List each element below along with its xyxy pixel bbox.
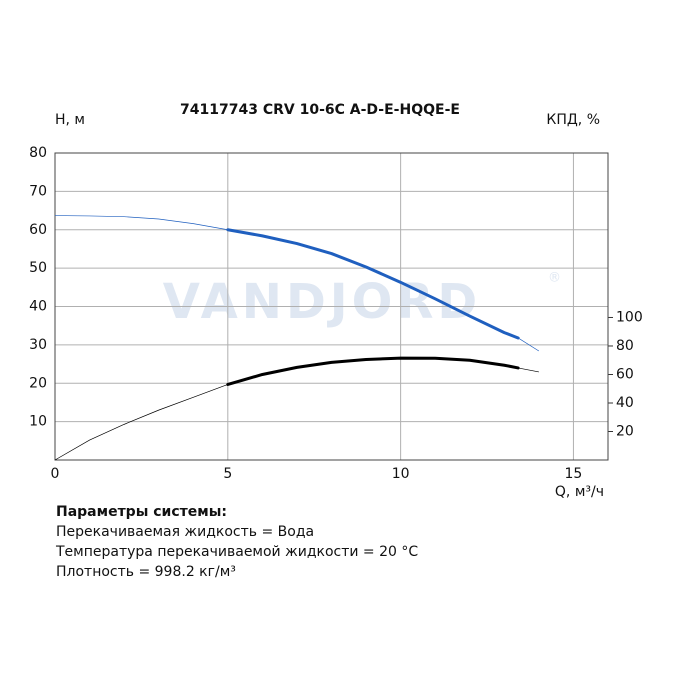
y2-axis-label: КПД, % [546, 112, 600, 128]
watermark: VANDJORD [163, 274, 482, 330]
plot-frame [54, 152, 609, 461]
y-tick-label: 10 [29, 414, 47, 430]
y2-tick-label: 100 [616, 309, 643, 325]
y2-tick-label: 20 [616, 423, 634, 439]
y-axis-label: H, м [55, 112, 85, 128]
y-tick-label: 60 [29, 222, 47, 238]
y2-tick-label: 60 [616, 366, 634, 382]
duty-curve [226, 356, 520, 386]
y-tick-label: 30 [29, 337, 47, 353]
y2-tick-label: 40 [616, 395, 634, 411]
params-line: Перекачиваемая жидкость = Вода [56, 524, 315, 540]
x-axis-label: Q, м³/ч [555, 484, 604, 500]
x-tick-label: 5 [223, 466, 232, 482]
x-tick-label: 15 [565, 466, 583, 482]
y-tick-label: 80 [29, 145, 47, 161]
chart: 74117743 CRV 10-6C A-D-E-HQQE-E H, м КПД… [29, 102, 643, 500]
duty-curve [226, 228, 520, 340]
params-line: Температура перекачиваемой жидкости = 20… [56, 544, 419, 560]
watermark-mark: ® [548, 271, 561, 286]
curve [54, 357, 539, 461]
chart-title: 74117743 CRV 10-6C A-D-E-HQQE-E [180, 102, 460, 118]
params-line: Плотность = 998.2 кг/м³ [56, 564, 236, 580]
y-tick-label: 20 [29, 375, 47, 391]
y-tick-label: 50 [29, 260, 47, 276]
x-tick-label: 10 [392, 466, 410, 482]
y-tick-label: 70 [29, 183, 47, 199]
y2-tick-label: 80 [616, 338, 634, 354]
params-title: Параметры системы: [56, 504, 227, 520]
system-params: Параметры системы: Перекачиваемая жидкос… [56, 502, 418, 582]
x-tick-label: 0 [51, 466, 60, 482]
y-tick-label: 40 [29, 299, 47, 315]
